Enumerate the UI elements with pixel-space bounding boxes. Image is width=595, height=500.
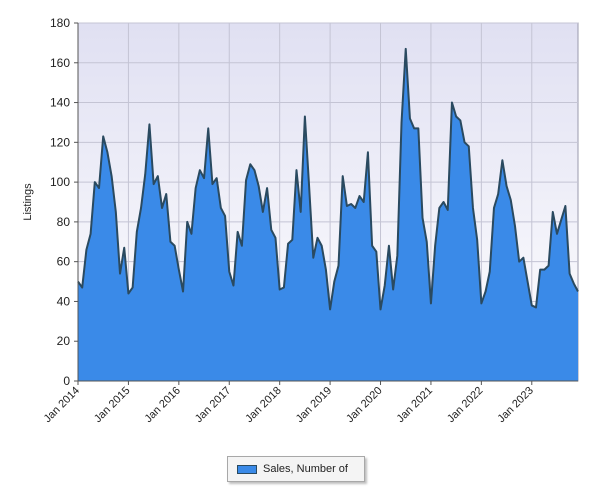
- x-axis-ticks: Jan 2014 Jan 2015 Jan 2016 Jan 2017 Jan 2018…: [42, 381, 536, 425]
- y-tick-label: 60: [57, 255, 71, 269]
- y-tick-label: 120: [50, 135, 70, 149]
- y-tick-label: 180: [50, 16, 70, 30]
- y-tick-label: 140: [50, 96, 70, 110]
- series-line: [77, 47, 579, 311]
- x-tick-label: Jan 2018: [243, 385, 283, 425]
- y-tick-label: 0: [63, 374, 70, 388]
- x-tick-label: Jan 2016: [142, 385, 182, 425]
- legend: Sales, Number of: [227, 456, 365, 482]
- x-tick-label: Jan 2017: [193, 385, 233, 425]
- y-tick-label: 80: [57, 215, 71, 229]
- x-tick-label: Jan 2022: [445, 385, 485, 425]
- y-axis-title: Listings: [22, 183, 34, 221]
- y-axis-ticks: 0 20 40 60 80 100 120 140 160 180: [50, 16, 78, 388]
- series-area: [77, 47, 579, 382]
- series-area-fill: [78, 48, 578, 382]
- y-tick-label: 160: [50, 56, 70, 70]
- x-tick-label: Jan 2014: [42, 385, 82, 425]
- legend-label: Sales, Number of: [263, 463, 348, 475]
- legend-swatch: [237, 464, 257, 474]
- x-tick-label: Jan 2021: [395, 385, 435, 425]
- x-tick-label: Jan 2019: [294, 385, 334, 425]
- y-tick-label: 20: [57, 334, 71, 348]
- y-tick-label: 100: [50, 175, 70, 189]
- x-tick-label: Jan 2020: [344, 385, 384, 425]
- y-tick-label: 40: [57, 294, 71, 308]
- x-tick-label: Jan 2023: [495, 385, 535, 425]
- axes: [77, 23, 578, 382]
- x-tick-label: Jan 2015: [92, 385, 132, 425]
